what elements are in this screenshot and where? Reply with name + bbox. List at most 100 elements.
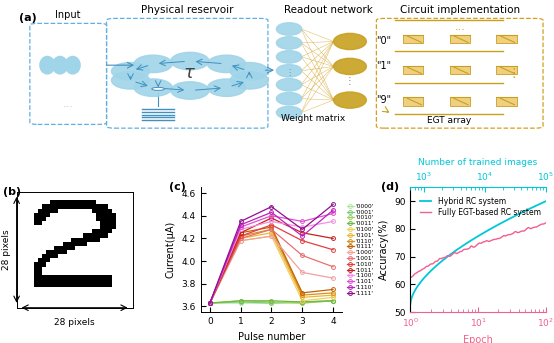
- Line: '0001': '0001': [208, 299, 335, 305]
- Ellipse shape: [171, 52, 209, 70]
- '1101': [207, 301, 213, 305]
- '1000': [237, 239, 244, 243]
- Hybrid RC system: [407, 302, 414, 306]
- Ellipse shape: [40, 57, 55, 74]
- '1010': [299, 239, 306, 243]
- Hybrid RC system: [530, 205, 536, 209]
- Text: Circuit implementation: Circuit implementation: [399, 5, 520, 15]
- '1110': [268, 210, 275, 214]
- '1001': [330, 265, 336, 269]
- '0111': [299, 291, 306, 295]
- '0100': [237, 239, 244, 243]
- '0110': [299, 293, 306, 297]
- '0011': [237, 299, 244, 303]
- '0011': [299, 300, 306, 304]
- Line: '1000': '1000': [208, 234, 335, 305]
- X-axis label: Pulse number: Pulse number: [238, 332, 305, 342]
- Line: '0011': '0011': [208, 299, 335, 305]
- Text: (a): (a): [19, 13, 37, 23]
- '1101': [237, 225, 244, 229]
- Line: '1100': '1100': [208, 220, 335, 305]
- Text: (d): (d): [381, 182, 399, 192]
- '0001': [268, 301, 275, 305]
- '1001': [299, 253, 306, 258]
- '0100': [330, 295, 336, 299]
- '0101': [299, 295, 306, 299]
- '1100': [268, 220, 275, 224]
- '0010': [330, 299, 336, 303]
- '1100': [299, 225, 306, 229]
- '1100': [330, 220, 336, 224]
- Ellipse shape: [230, 72, 268, 89]
- Line: '0010': '0010': [208, 299, 335, 305]
- Line: '0101': '0101': [208, 231, 335, 305]
- Line: '0100': '0100': [208, 234, 335, 305]
- Fully EGT-based RC system: [488, 239, 494, 243]
- Line: '1001': '1001': [208, 227, 335, 305]
- Text: Weight matrix: Weight matrix: [281, 114, 345, 122]
- '0101': [268, 231, 275, 235]
- Ellipse shape: [171, 82, 209, 99]
- Text: Readout network: Readout network: [284, 5, 373, 15]
- Ellipse shape: [53, 57, 68, 74]
- Text: ...: ...: [63, 99, 74, 109]
- Legend: Hybrid RC system, Fully EGT-based RC system: Hybrid RC system, Fully EGT-based RC sys…: [417, 194, 543, 220]
- '0111': [237, 231, 244, 235]
- Y-axis label: Current(μA): Current(μA): [166, 221, 176, 279]
- Text: (c): (c): [170, 182, 186, 192]
- '1010': [207, 301, 213, 305]
- '1001': [268, 227, 275, 232]
- '0100': [268, 234, 275, 238]
- '1111': [330, 202, 336, 206]
- '0110': [330, 291, 336, 295]
- '0011': [330, 299, 336, 303]
- Ellipse shape: [111, 62, 150, 80]
- '0000': [330, 299, 336, 303]
- '0111': [207, 301, 213, 305]
- Legend: '0000', '0001', '0010', '0011', '0100', '0101', '0110', '0111', '1000', '1001', : '0000', '0001', '0010', '0011', '0100', …: [347, 204, 374, 296]
- '0100': [299, 299, 306, 303]
- Line: Fully EGT-based RC system: Fully EGT-based RC system: [411, 223, 546, 277]
- '0110': [268, 227, 275, 232]
- Line: '1111': '1111': [208, 202, 335, 305]
- Fully EGT-based RC system: [530, 226, 536, 230]
- Line: '1101': '1101': [208, 212, 335, 305]
- '0001': [207, 301, 213, 305]
- '1011': [330, 236, 336, 240]
- Line: Hybrid RC system: Hybrid RC system: [411, 201, 546, 304]
- '0001': [330, 299, 336, 303]
- '1101': [330, 211, 336, 215]
- Text: "9": "9": [376, 95, 392, 105]
- Ellipse shape: [334, 92, 366, 108]
- Bar: [496, 97, 516, 106]
- '1100': [237, 227, 244, 232]
- Fully EGT-based RC system: [542, 221, 549, 225]
- Text: $\tau$: $\tau$: [183, 64, 196, 82]
- Bar: [450, 97, 470, 106]
- '1010': [330, 248, 336, 252]
- '1111': [299, 227, 306, 232]
- Ellipse shape: [208, 55, 245, 73]
- Bar: [496, 35, 516, 43]
- Fully EGT-based RC system: [408, 275, 414, 280]
- Ellipse shape: [111, 72, 150, 89]
- Hybrid RC system: [488, 227, 494, 231]
- '1011': [268, 216, 275, 220]
- Text: Input: Input: [55, 10, 81, 20]
- '1011': [207, 301, 213, 305]
- Text: ...: ...: [454, 22, 465, 32]
- Ellipse shape: [334, 58, 366, 74]
- '0000': [268, 301, 275, 305]
- Ellipse shape: [276, 37, 302, 49]
- Fully EGT-based RC system: [407, 275, 414, 280]
- Hybrid RC system: [542, 199, 549, 203]
- '0100': [207, 301, 213, 305]
- '1110': [330, 208, 336, 212]
- '0111': [268, 225, 275, 229]
- Ellipse shape: [276, 23, 302, 35]
- '1000': [330, 276, 336, 280]
- Line: '0110': '0110': [208, 227, 335, 305]
- Text: ⋮: ⋮: [345, 76, 355, 86]
- '0001': [299, 300, 306, 304]
- '0000': [237, 301, 244, 305]
